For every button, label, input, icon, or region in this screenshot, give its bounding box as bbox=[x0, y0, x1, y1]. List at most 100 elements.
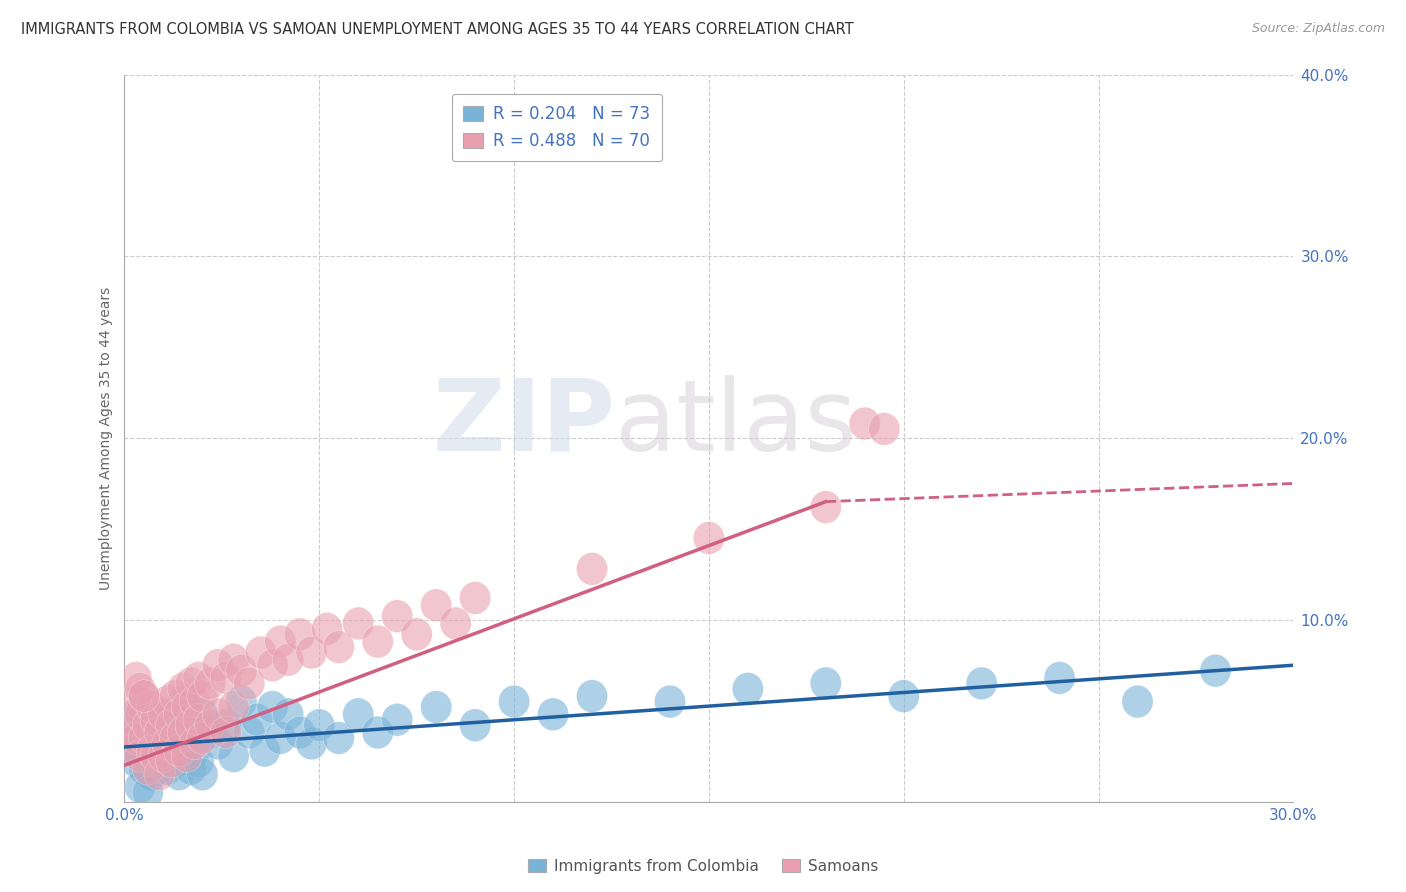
Ellipse shape bbox=[176, 709, 207, 741]
Ellipse shape bbox=[284, 716, 315, 748]
Ellipse shape bbox=[187, 758, 218, 790]
Ellipse shape bbox=[167, 685, 198, 718]
Ellipse shape bbox=[264, 625, 295, 658]
Ellipse shape bbox=[202, 648, 233, 681]
Ellipse shape bbox=[233, 667, 264, 699]
Ellipse shape bbox=[143, 698, 176, 731]
Ellipse shape bbox=[156, 745, 187, 778]
Ellipse shape bbox=[159, 745, 191, 778]
Text: Source: ZipAtlas.com: Source: ZipAtlas.com bbox=[1251, 22, 1385, 36]
Ellipse shape bbox=[125, 698, 156, 731]
Ellipse shape bbox=[1122, 685, 1153, 718]
Ellipse shape bbox=[194, 709, 226, 741]
Ellipse shape bbox=[218, 739, 249, 772]
Ellipse shape bbox=[136, 758, 167, 790]
Ellipse shape bbox=[187, 680, 218, 713]
Ellipse shape bbox=[125, 673, 156, 706]
Ellipse shape bbox=[121, 698, 152, 731]
Ellipse shape bbox=[654, 685, 686, 718]
Ellipse shape bbox=[128, 680, 159, 713]
Ellipse shape bbox=[245, 636, 277, 669]
Ellipse shape bbox=[167, 673, 198, 706]
Ellipse shape bbox=[128, 722, 159, 755]
Ellipse shape bbox=[194, 716, 226, 748]
Ellipse shape bbox=[576, 680, 607, 713]
Ellipse shape bbox=[499, 685, 530, 718]
Ellipse shape bbox=[257, 690, 288, 723]
Ellipse shape bbox=[136, 709, 167, 741]
Ellipse shape bbox=[172, 704, 202, 736]
Ellipse shape bbox=[125, 722, 156, 755]
Ellipse shape bbox=[163, 758, 194, 790]
Ellipse shape bbox=[420, 589, 451, 622]
Ellipse shape bbox=[176, 753, 207, 785]
Ellipse shape bbox=[1199, 655, 1232, 687]
Ellipse shape bbox=[257, 648, 288, 681]
Ellipse shape bbox=[460, 582, 491, 615]
Ellipse shape bbox=[209, 709, 242, 741]
Ellipse shape bbox=[1045, 662, 1076, 694]
Ellipse shape bbox=[128, 753, 159, 785]
Ellipse shape bbox=[176, 716, 207, 748]
Ellipse shape bbox=[889, 680, 920, 713]
Ellipse shape bbox=[187, 722, 218, 755]
Ellipse shape bbox=[966, 667, 997, 699]
Ellipse shape bbox=[849, 407, 880, 440]
Ellipse shape bbox=[323, 631, 354, 664]
Ellipse shape bbox=[183, 745, 214, 778]
Ellipse shape bbox=[143, 727, 176, 760]
Ellipse shape bbox=[132, 709, 163, 741]
Ellipse shape bbox=[460, 709, 491, 741]
Ellipse shape bbox=[159, 698, 191, 731]
Ellipse shape bbox=[128, 680, 159, 713]
Ellipse shape bbox=[121, 662, 152, 694]
Ellipse shape bbox=[381, 599, 413, 632]
Ellipse shape bbox=[172, 739, 202, 772]
Ellipse shape bbox=[295, 727, 328, 760]
Ellipse shape bbox=[172, 739, 202, 772]
Ellipse shape bbox=[202, 698, 233, 731]
Ellipse shape bbox=[176, 667, 207, 699]
Ellipse shape bbox=[136, 734, 167, 767]
Ellipse shape bbox=[152, 709, 183, 741]
Ellipse shape bbox=[183, 704, 214, 736]
Ellipse shape bbox=[156, 734, 187, 767]
Ellipse shape bbox=[152, 685, 183, 718]
Ellipse shape bbox=[148, 698, 179, 731]
Ellipse shape bbox=[343, 607, 374, 640]
Ellipse shape bbox=[141, 704, 172, 736]
Ellipse shape bbox=[194, 667, 226, 699]
Ellipse shape bbox=[209, 662, 242, 694]
Ellipse shape bbox=[148, 739, 179, 772]
Y-axis label: Unemployment Among Ages 35 to 44 years: Unemployment Among Ages 35 to 44 years bbox=[100, 286, 114, 590]
Ellipse shape bbox=[141, 739, 172, 772]
Ellipse shape bbox=[141, 722, 172, 755]
Ellipse shape bbox=[343, 698, 374, 731]
Ellipse shape bbox=[264, 722, 295, 755]
Ellipse shape bbox=[576, 552, 607, 585]
Ellipse shape bbox=[117, 727, 148, 760]
Ellipse shape bbox=[233, 716, 264, 748]
Ellipse shape bbox=[163, 716, 194, 748]
Ellipse shape bbox=[733, 673, 763, 706]
Ellipse shape bbox=[172, 690, 202, 723]
Ellipse shape bbox=[159, 722, 191, 755]
Ellipse shape bbox=[143, 716, 176, 748]
Ellipse shape bbox=[363, 716, 394, 748]
Ellipse shape bbox=[323, 722, 354, 755]
Ellipse shape bbox=[163, 734, 194, 767]
Ellipse shape bbox=[179, 727, 209, 760]
Ellipse shape bbox=[132, 776, 163, 809]
Ellipse shape bbox=[273, 643, 304, 676]
Ellipse shape bbox=[125, 771, 156, 804]
Ellipse shape bbox=[121, 722, 152, 755]
Ellipse shape bbox=[273, 698, 304, 731]
Ellipse shape bbox=[112, 716, 143, 748]
Ellipse shape bbox=[202, 727, 233, 760]
Ellipse shape bbox=[117, 709, 148, 741]
Ellipse shape bbox=[117, 704, 148, 736]
Ellipse shape bbox=[117, 734, 148, 767]
Legend: R = 0.204   N = 73, R = 0.488   N = 70: R = 0.204 N = 73, R = 0.488 N = 70 bbox=[451, 94, 662, 161]
Ellipse shape bbox=[121, 745, 152, 778]
Legend: Immigrants from Colombia, Samoans: Immigrants from Colombia, Samoans bbox=[522, 853, 884, 880]
